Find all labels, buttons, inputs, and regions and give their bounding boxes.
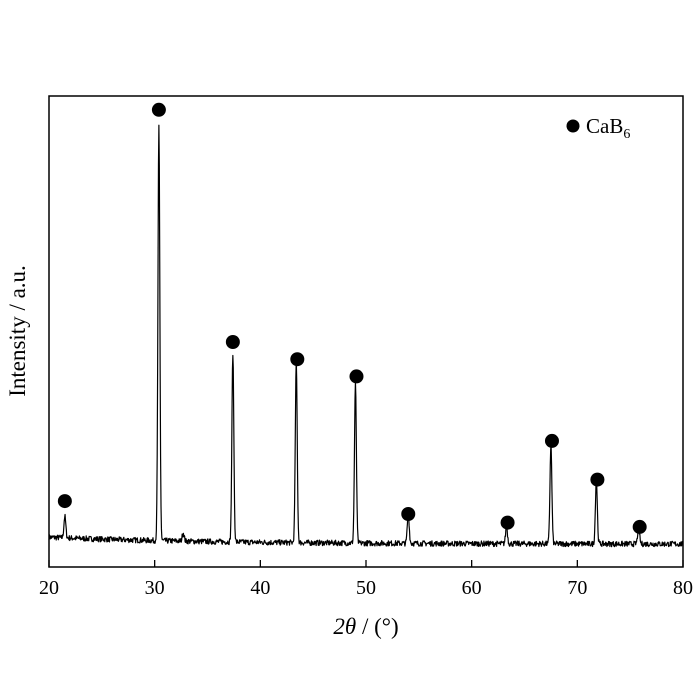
- peak-marker: [500, 515, 515, 530]
- series-line-cab6: [48, 124, 684, 548]
- x-axis-ticks: 20 30 40 50 60 70 80: [39, 560, 693, 599]
- legend-label-main: CaB: [586, 114, 623, 138]
- plot-area: [48, 102, 684, 548]
- plot-frame: [48, 95, 684, 568]
- peak-marker: [590, 472, 605, 487]
- x-axis-label: 2θ / (°): [333, 614, 398, 639]
- legend-label: CaB6: [586, 114, 630, 142]
- legend: CaB6: [566, 114, 630, 142]
- peak-marker: [225, 335, 240, 349]
- x-tick-label: 20: [39, 577, 59, 599]
- peak-marker: [151, 102, 166, 117]
- x-tick-label: 30: [145, 577, 165, 599]
- y-axis-label: Intensity / a.u.: [5, 265, 30, 397]
- x-tick-label: 40: [250, 577, 270, 599]
- peak-marker: [349, 369, 364, 384]
- legend-label-subscript: 6: [623, 127, 630, 142]
- x-axis-label-symbol: 2θ: [333, 614, 356, 639]
- peak-markers: [57, 102, 647, 534]
- x-tick-label: 50: [356, 577, 376, 599]
- peak-marker: [632, 519, 647, 534]
- x-axis-label-unit: / (°): [356, 614, 398, 639]
- peak-marker: [401, 507, 416, 521]
- x-tick-label: 60: [462, 577, 482, 599]
- x-tick-label: 80: [673, 577, 693, 599]
- legend-marker: [566, 119, 580, 133]
- peak-marker: [57, 494, 72, 509]
- peak-marker: [544, 433, 559, 448]
- peak-marker: [290, 352, 305, 367]
- x-tick-label: 70: [567, 577, 587, 599]
